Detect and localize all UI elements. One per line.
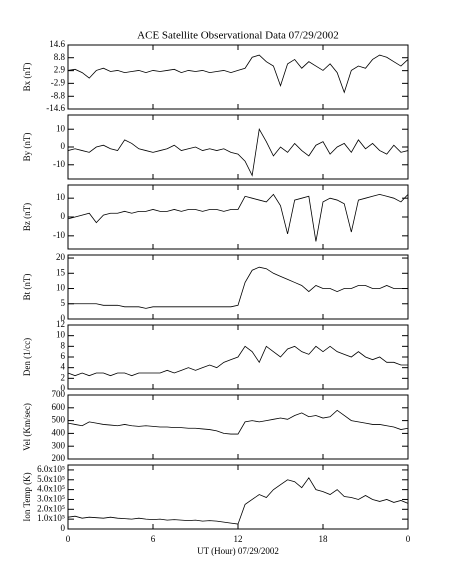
y-tick-label: 0 <box>61 141 66 151</box>
y-tick-label: 15 <box>56 267 66 277</box>
y-tick-label: 4.0x10⁵ <box>37 484 65 494</box>
y-tick-label: 12 <box>56 319 65 329</box>
y-tick-label: 500 <box>52 415 66 425</box>
y-tick-label: 0 <box>61 211 66 221</box>
y-tick-label: 20 <box>56 252 66 262</box>
y-tick-label: 4 <box>61 362 66 372</box>
y-tick-label: 6 <box>61 351 66 361</box>
plot-frame <box>67 394 409 460</box>
data-line <box>67 193 409 242</box>
x-tick-label: 6 <box>151 534 156 544</box>
y-tick-label: 700 <box>52 389 66 399</box>
data-line <box>67 409 409 435</box>
chart-title: ACE Satellite Observational Data 07/29/2… <box>137 30 339 42</box>
data-line <box>67 128 409 177</box>
plot-frame <box>67 44 409 110</box>
y-tick-label: -2.9 <box>51 77 66 87</box>
y-tick-label: 400 <box>52 427 66 437</box>
y-axis-label: Vel (Km/sec) <box>22 403 32 451</box>
y-tick-label: 10 <box>56 283 66 293</box>
y-tick-label: 10 <box>56 330 66 340</box>
y-tick-label: 1.0x10⁵ <box>37 513 65 523</box>
y-axis-label: Den (1/cc) <box>22 338 32 376</box>
plot-frame <box>67 114 409 180</box>
y-tick-label: 8.8 <box>54 52 66 62</box>
data-line <box>67 54 409 94</box>
y-axis-label: Bx (nT) <box>22 63 32 92</box>
x-axis-label: UT (Hour) 07/29/2002 <box>197 546 279 556</box>
y-tick-label: 2.9 <box>54 65 66 75</box>
y-tick-label: 10 <box>56 192 66 202</box>
plot-frame <box>67 254 409 320</box>
plot-frame <box>67 464 409 530</box>
data-line <box>67 345 408 377</box>
y-tick-label: 0 <box>61 523 66 533</box>
y-tick-label: 2 <box>61 372 66 382</box>
x-tick-label: 0 <box>406 534 411 544</box>
y-tick-label: -14.6 <box>46 103 65 113</box>
y-tick-label: 2.0x10⁵ <box>37 503 65 513</box>
y-tick-label: -10 <box>53 159 65 169</box>
y-axis-label: By (nT) <box>22 133 32 162</box>
y-tick-label: 600 <box>52 402 66 412</box>
y-tick-label: 6.0x10⁵ <box>37 464 65 474</box>
x-tick-label: 18 <box>319 534 329 544</box>
y-tick-label: 300 <box>52 440 66 450</box>
y-axis-label: Bt (nT) <box>22 274 32 301</box>
x-tick-label: 12 <box>234 534 243 544</box>
y-tick-label: 14.6 <box>49 39 65 49</box>
y-tick-label: 10 <box>56 123 66 133</box>
y-axis-label: Bz (nT) <box>22 203 32 231</box>
y-tick-label: 3.0x10⁵ <box>37 494 65 504</box>
y-tick-label: 0 <box>61 313 66 323</box>
data-line <box>67 477 409 525</box>
y-tick-label: 0 <box>61 383 66 393</box>
y-tick-label: -10 <box>53 230 65 240</box>
x-tick-label: 0 <box>66 534 71 544</box>
y-axis-label: Ion Temp (K) <box>22 472 32 521</box>
y-tick-label: 5 <box>61 298 66 308</box>
y-tick-label: 5.0x10⁵ <box>37 474 65 484</box>
y-tick-label: -8.8 <box>51 90 66 100</box>
y-tick-label: 8 <box>61 340 66 350</box>
plot-frame <box>67 184 409 250</box>
y-tick-label: 200 <box>52 453 66 463</box>
data-line <box>68 266 408 309</box>
